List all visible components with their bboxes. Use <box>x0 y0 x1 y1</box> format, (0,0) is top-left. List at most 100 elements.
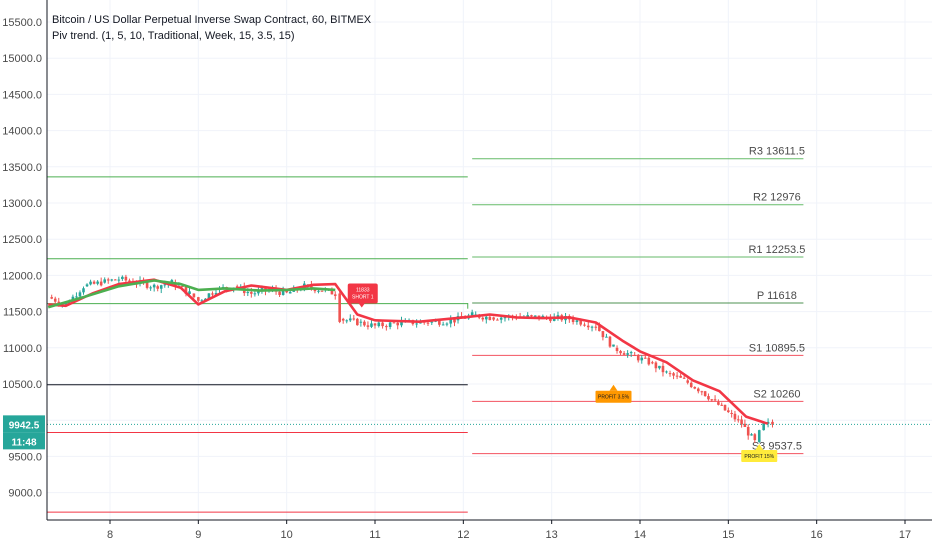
candle-body <box>571 318 575 323</box>
candle-body <box>733 413 737 420</box>
candle-body <box>377 322 381 327</box>
candle-body <box>453 319 456 323</box>
candle-body <box>214 293 218 295</box>
x-tick-label: 12 <box>457 529 469 541</box>
candle-body <box>106 279 110 281</box>
candle-body <box>654 362 658 369</box>
candle-body <box>121 276 124 280</box>
candle-body <box>103 279 106 283</box>
candle-body <box>235 286 239 289</box>
candle-body <box>441 324 445 326</box>
y-tick-label: 14500.0 <box>2 89 42 101</box>
x-tick-label: 14 <box>634 529 646 541</box>
candle-body <box>488 316 492 321</box>
candle-body <box>75 296 78 298</box>
candle-body <box>757 430 761 442</box>
candle-body <box>601 331 605 338</box>
candle-body <box>192 293 196 298</box>
candle-body <box>658 365 661 369</box>
candle-body <box>288 291 292 294</box>
candle-body <box>608 336 612 347</box>
candle-body <box>211 293 214 295</box>
candle-body <box>686 380 689 383</box>
trend-line-green <box>47 279 336 309</box>
x-tick-label: 16 <box>811 529 823 541</box>
candle-body <box>640 357 644 361</box>
candle-body <box>707 396 710 400</box>
candle-body <box>348 318 352 321</box>
candle-body <box>492 317 495 320</box>
candle-body <box>647 357 651 365</box>
candle-body <box>207 293 211 299</box>
candle-body <box>145 282 149 288</box>
candle-body <box>762 421 765 431</box>
candle-body <box>78 292 82 297</box>
candle-body <box>598 326 601 332</box>
candle-body <box>260 288 264 291</box>
candle-body <box>352 318 356 320</box>
pivot-label-s1: S1 10895.5 <box>749 342 805 354</box>
candle-body <box>345 320 349 322</box>
y-tick-label: 13500.0 <box>2 162 42 174</box>
candle-body <box>163 284 167 286</box>
profit-signal-text: PROFIT 15% <box>744 454 774 460</box>
candle-body <box>644 357 647 359</box>
candle-body <box>373 323 377 326</box>
candle-body <box>156 286 159 289</box>
x-tick-label: 8 <box>107 529 113 541</box>
candle-body <box>672 373 675 376</box>
candle-body <box>700 391 704 393</box>
candle-body <box>575 320 579 323</box>
candle-body <box>64 303 68 305</box>
profit-signal-text: PROFIT 3.5% <box>598 395 630 401</box>
candle-body <box>710 399 714 401</box>
candle-body <box>438 320 441 325</box>
y-tick-label: 9500.0 <box>8 451 42 463</box>
candle-body <box>679 375 682 378</box>
candle-body <box>430 321 434 323</box>
trend-line <box>47 278 769 426</box>
candle-body <box>753 434 757 441</box>
candle-body <box>583 324 586 326</box>
candle-body <box>697 388 700 392</box>
candle-body <box>740 419 743 425</box>
current-price-tag: 9942.5 <box>9 420 40 431</box>
x-tick-label: 11 <box>369 529 380 541</box>
short-signal-text: SHORT 1 <box>352 295 374 301</box>
x-tick-label: 17 <box>899 529 911 541</box>
candle-body <box>675 375 679 377</box>
y-tick-label: 11500.0 <box>3 307 42 319</box>
candle-body <box>197 297 200 301</box>
candle-body <box>89 281 92 285</box>
candle-body <box>250 292 253 294</box>
candle-body <box>392 322 396 324</box>
candles <box>50 274 774 443</box>
pivot-label-s3: S3 9537.5 <box>752 441 802 453</box>
candle-body <box>82 288 85 293</box>
candle-body <box>188 291 191 295</box>
candle-body <box>481 317 485 320</box>
candle-body <box>633 355 636 357</box>
candle-body <box>253 293 257 295</box>
candle-body <box>385 326 388 328</box>
candle-body <box>152 284 156 288</box>
candle-body <box>117 279 121 281</box>
grid <box>47 0 932 520</box>
profit-signal-pointer <box>755 444 764 451</box>
candle-body <box>586 325 590 328</box>
countdown-box <box>3 432 45 450</box>
candle-body <box>485 316 488 320</box>
candle-body <box>85 284 89 287</box>
countdown-tag: 11:48 <box>11 437 36 448</box>
candle-body <box>320 290 324 292</box>
candle-body <box>605 336 608 338</box>
candle-body <box>92 281 96 284</box>
y-tick-label: 9000.0 <box>8 488 42 500</box>
candle-body <box>590 326 594 328</box>
candle-body <box>619 351 622 354</box>
x-tick-label: 10 <box>281 529 293 541</box>
